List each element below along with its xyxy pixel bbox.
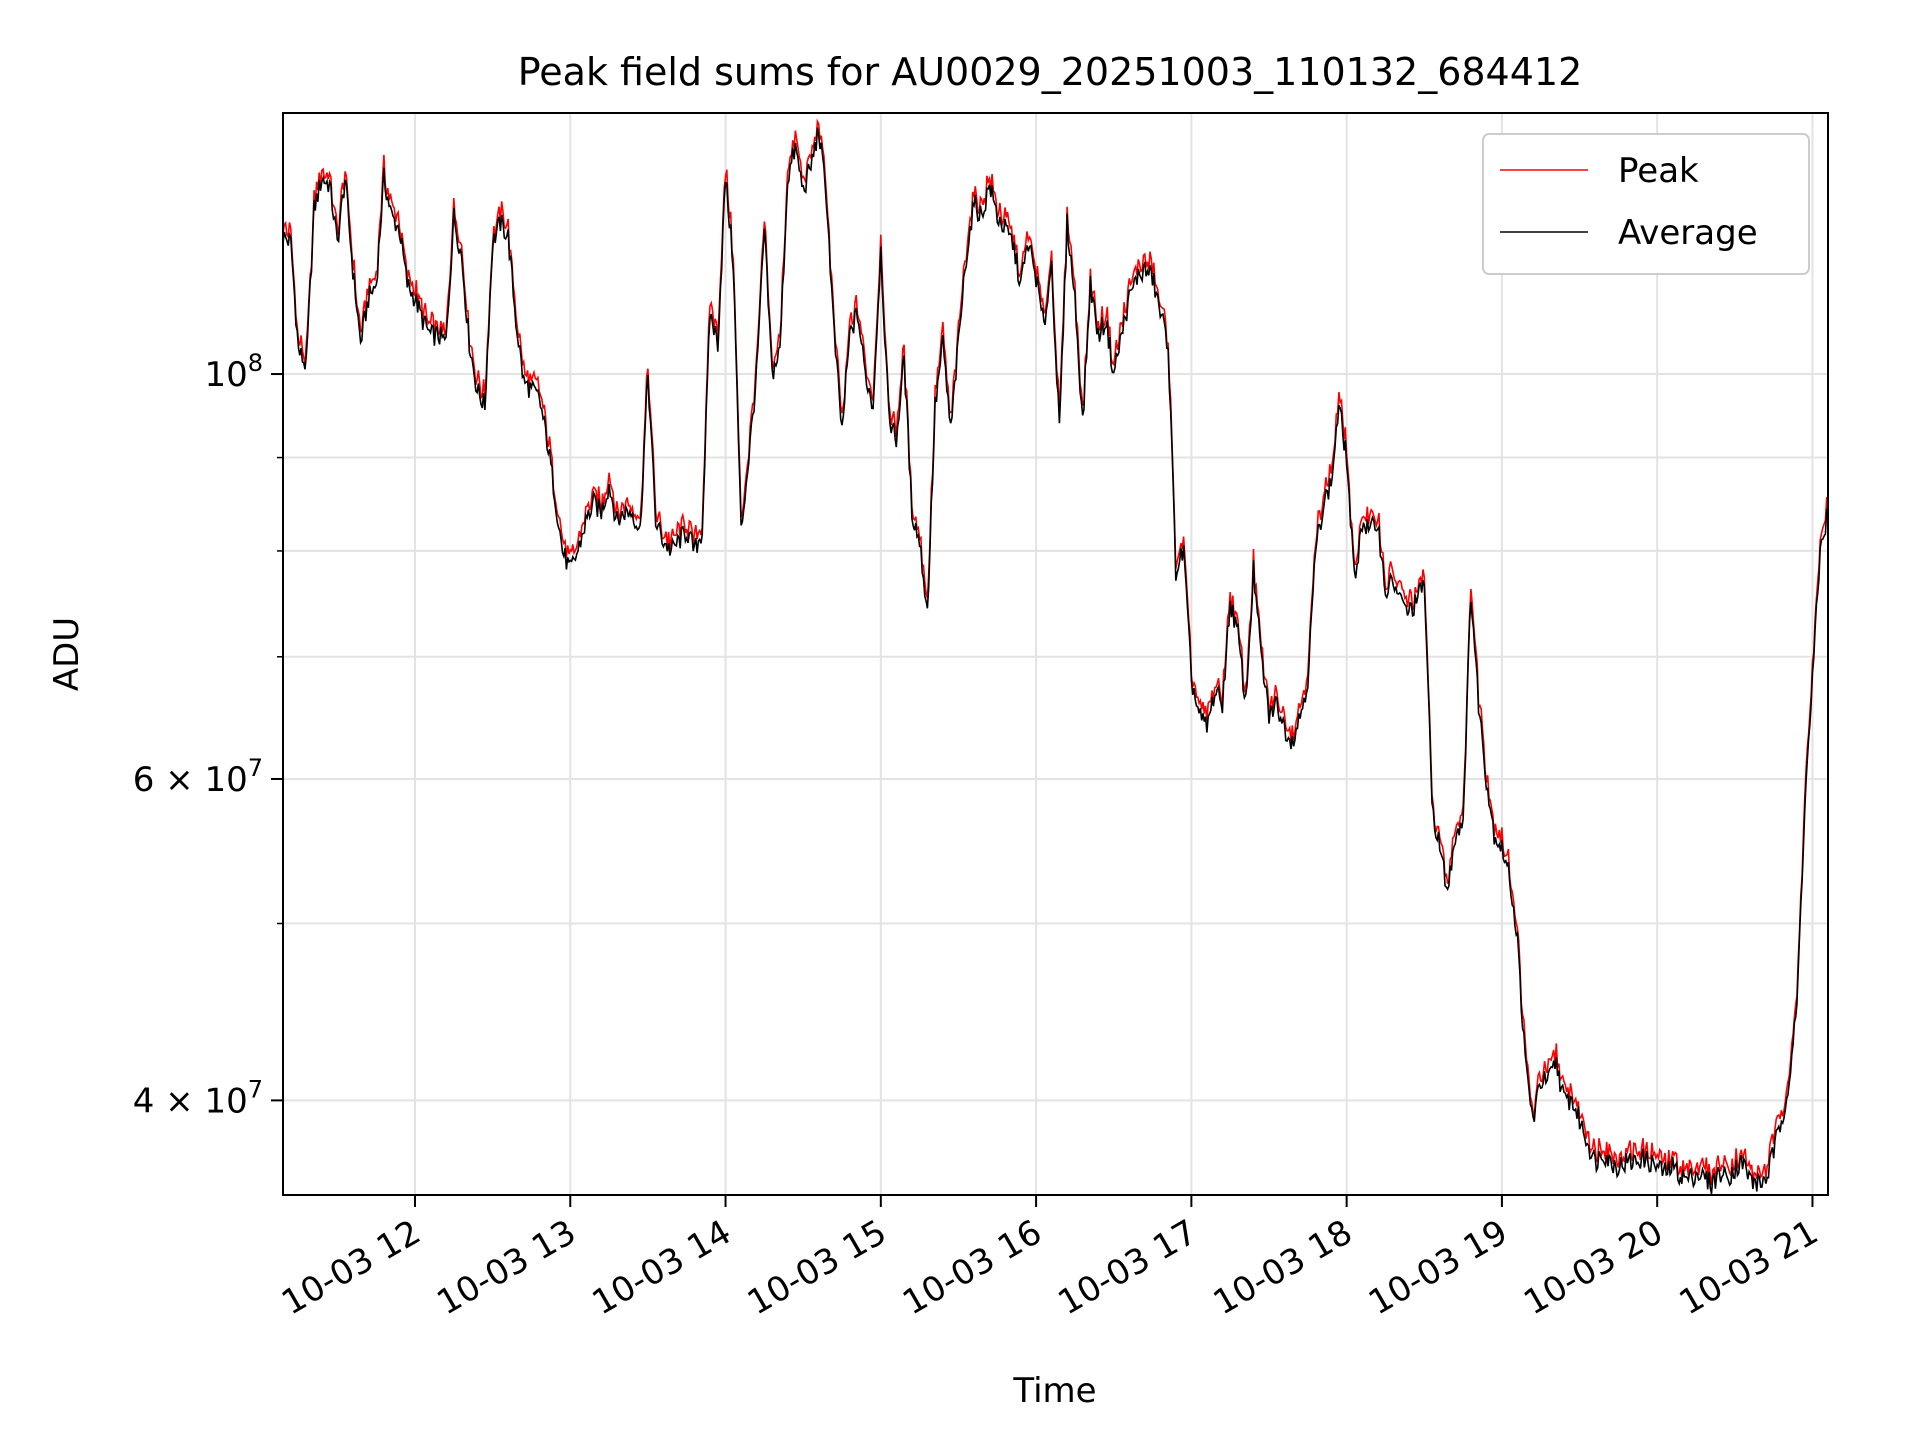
y-tick-base: 4 × 10: [133, 1081, 248, 1121]
y-tick-label: 108: [204, 349, 263, 395]
x-axis-label: Time: [1012, 1371, 1096, 1411]
grid: [283, 113, 1828, 1195]
y-tick-base: 10: [204, 355, 247, 395]
y-tick-base: 6 × 10: [133, 760, 248, 800]
y-tick-exponent: 7: [248, 754, 263, 782]
y-tick-label: 6 × 107: [133, 754, 263, 800]
y-tick-label: 4 × 107: [133, 1075, 263, 1121]
legend-label-average: Average: [1618, 213, 1758, 253]
average-series-line: [282, 127, 1829, 1194]
legend-label-peak: Peak: [1618, 151, 1699, 191]
legend: Peak Average: [1482, 133, 1810, 275]
plot-frame: [282, 112, 1829, 1196]
y-axis-label: ADU: [47, 617, 87, 691]
series-layer: [282, 118, 1829, 1194]
y-tick-exponent: 7: [248, 1075, 263, 1103]
y-tick-exponent: 8: [248, 349, 263, 377]
legend-box: [1482, 133, 1810, 275]
chart-title: Peak field sums for AU0029_20251003_1101…: [518, 50, 1583, 94]
